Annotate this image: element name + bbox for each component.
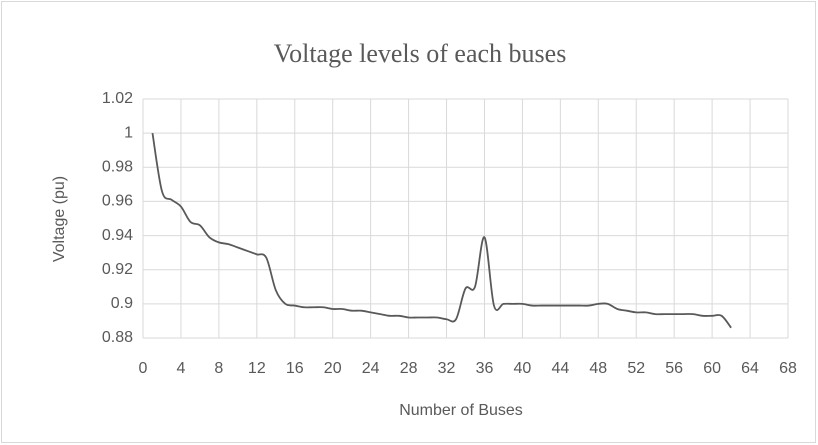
x-tick-label: 56 — [665, 360, 683, 377]
x-tick-label: 52 — [627, 360, 645, 377]
x-tick-label: 68 — [779, 360, 797, 377]
x-tick-label: 64 — [741, 360, 759, 377]
x-tick-label: 24 — [362, 360, 380, 377]
x-tick-label: 12 — [248, 360, 266, 377]
y-tick-label: 0.92 — [102, 261, 133, 278]
y-tick-label: 0.96 — [102, 193, 133, 210]
x-axis-label: Number of Buses — [399, 402, 523, 419]
x-tick-label: 48 — [589, 360, 607, 377]
x-tick-label: 36 — [476, 360, 494, 377]
x-tick-label: 20 — [324, 360, 342, 377]
x-tick-label: 4 — [176, 360, 185, 377]
x-tick-label: 44 — [551, 360, 569, 377]
y-tick-label: 1.02 — [102, 90, 133, 107]
x-tick-label: 28 — [400, 360, 418, 377]
y-tick-label: 0.94 — [102, 227, 133, 244]
y-tick-label: 0.9 — [111, 295, 133, 312]
data-line — [151, 132, 732, 329]
y-tick-label: 0.98 — [102, 159, 133, 176]
y-tick-label: 1 — [124, 124, 133, 141]
x-tick-label: 40 — [514, 360, 532, 377]
y-axis-label: Voltage (pu) — [51, 176, 68, 262]
y-tick-label: 0.88 — [102, 329, 133, 346]
chart-title: Voltage levels of each buses — [274, 39, 567, 68]
x-tick-label: 16 — [286, 360, 304, 377]
x-tick-label: 60 — [703, 360, 721, 377]
x-tick-label: 8 — [214, 360, 223, 377]
x-tick-label: 32 — [438, 360, 456, 377]
x-tick-label: 0 — [139, 360, 148, 377]
